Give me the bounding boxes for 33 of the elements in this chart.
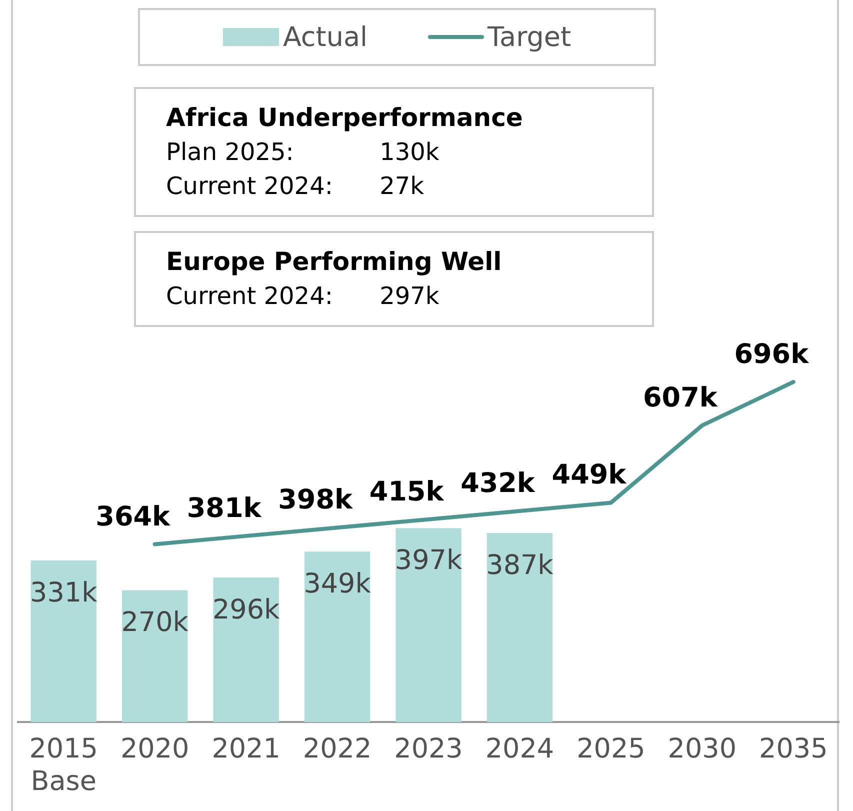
bar xyxy=(30,560,96,722)
data-label: 696k xyxy=(734,338,810,370)
x-tick-label: 2024 xyxy=(485,733,554,764)
data-label: 449k xyxy=(552,460,628,491)
legend-label: Actual xyxy=(282,22,368,52)
bar xyxy=(122,590,188,722)
data-label: 387k xyxy=(486,550,554,582)
x-tick-label: 2025 xyxy=(576,733,646,764)
bar xyxy=(213,578,279,722)
data-label: 607k xyxy=(643,382,718,414)
text: Africa Underperformance Plan 2025: 130k Current 2024: 27k xyxy=(166,102,524,202)
bar xyxy=(396,528,462,722)
x-tick-label: 2022 xyxy=(302,733,372,764)
data-label: 331k xyxy=(30,577,98,608)
legend-label: Target xyxy=(488,22,572,52)
data-label: 364k xyxy=(96,501,172,532)
bar xyxy=(304,552,370,722)
data-label: 381k xyxy=(186,492,262,524)
data-label: 296k xyxy=(212,594,280,626)
x-tick-label: 2023 xyxy=(394,733,463,764)
data-label: 415k xyxy=(369,476,445,508)
x-tick-label: 2021 xyxy=(212,733,280,764)
x-tick-label: 2030 xyxy=(668,733,737,764)
data-label: 432k xyxy=(460,468,536,500)
x-tick-label: 2020 xyxy=(120,733,190,764)
data-label: 397k xyxy=(394,545,462,576)
bar xyxy=(486,533,553,722)
x-tick-label: 2035 xyxy=(759,733,828,764)
text: Europe Performing Well Current 2024: 297k xyxy=(166,246,503,312)
data-label: 349k xyxy=(304,568,372,600)
data-label: 398k xyxy=(278,484,354,516)
x-tick-label: 2015 Base xyxy=(29,733,98,797)
data-label: 270k xyxy=(121,607,189,638)
